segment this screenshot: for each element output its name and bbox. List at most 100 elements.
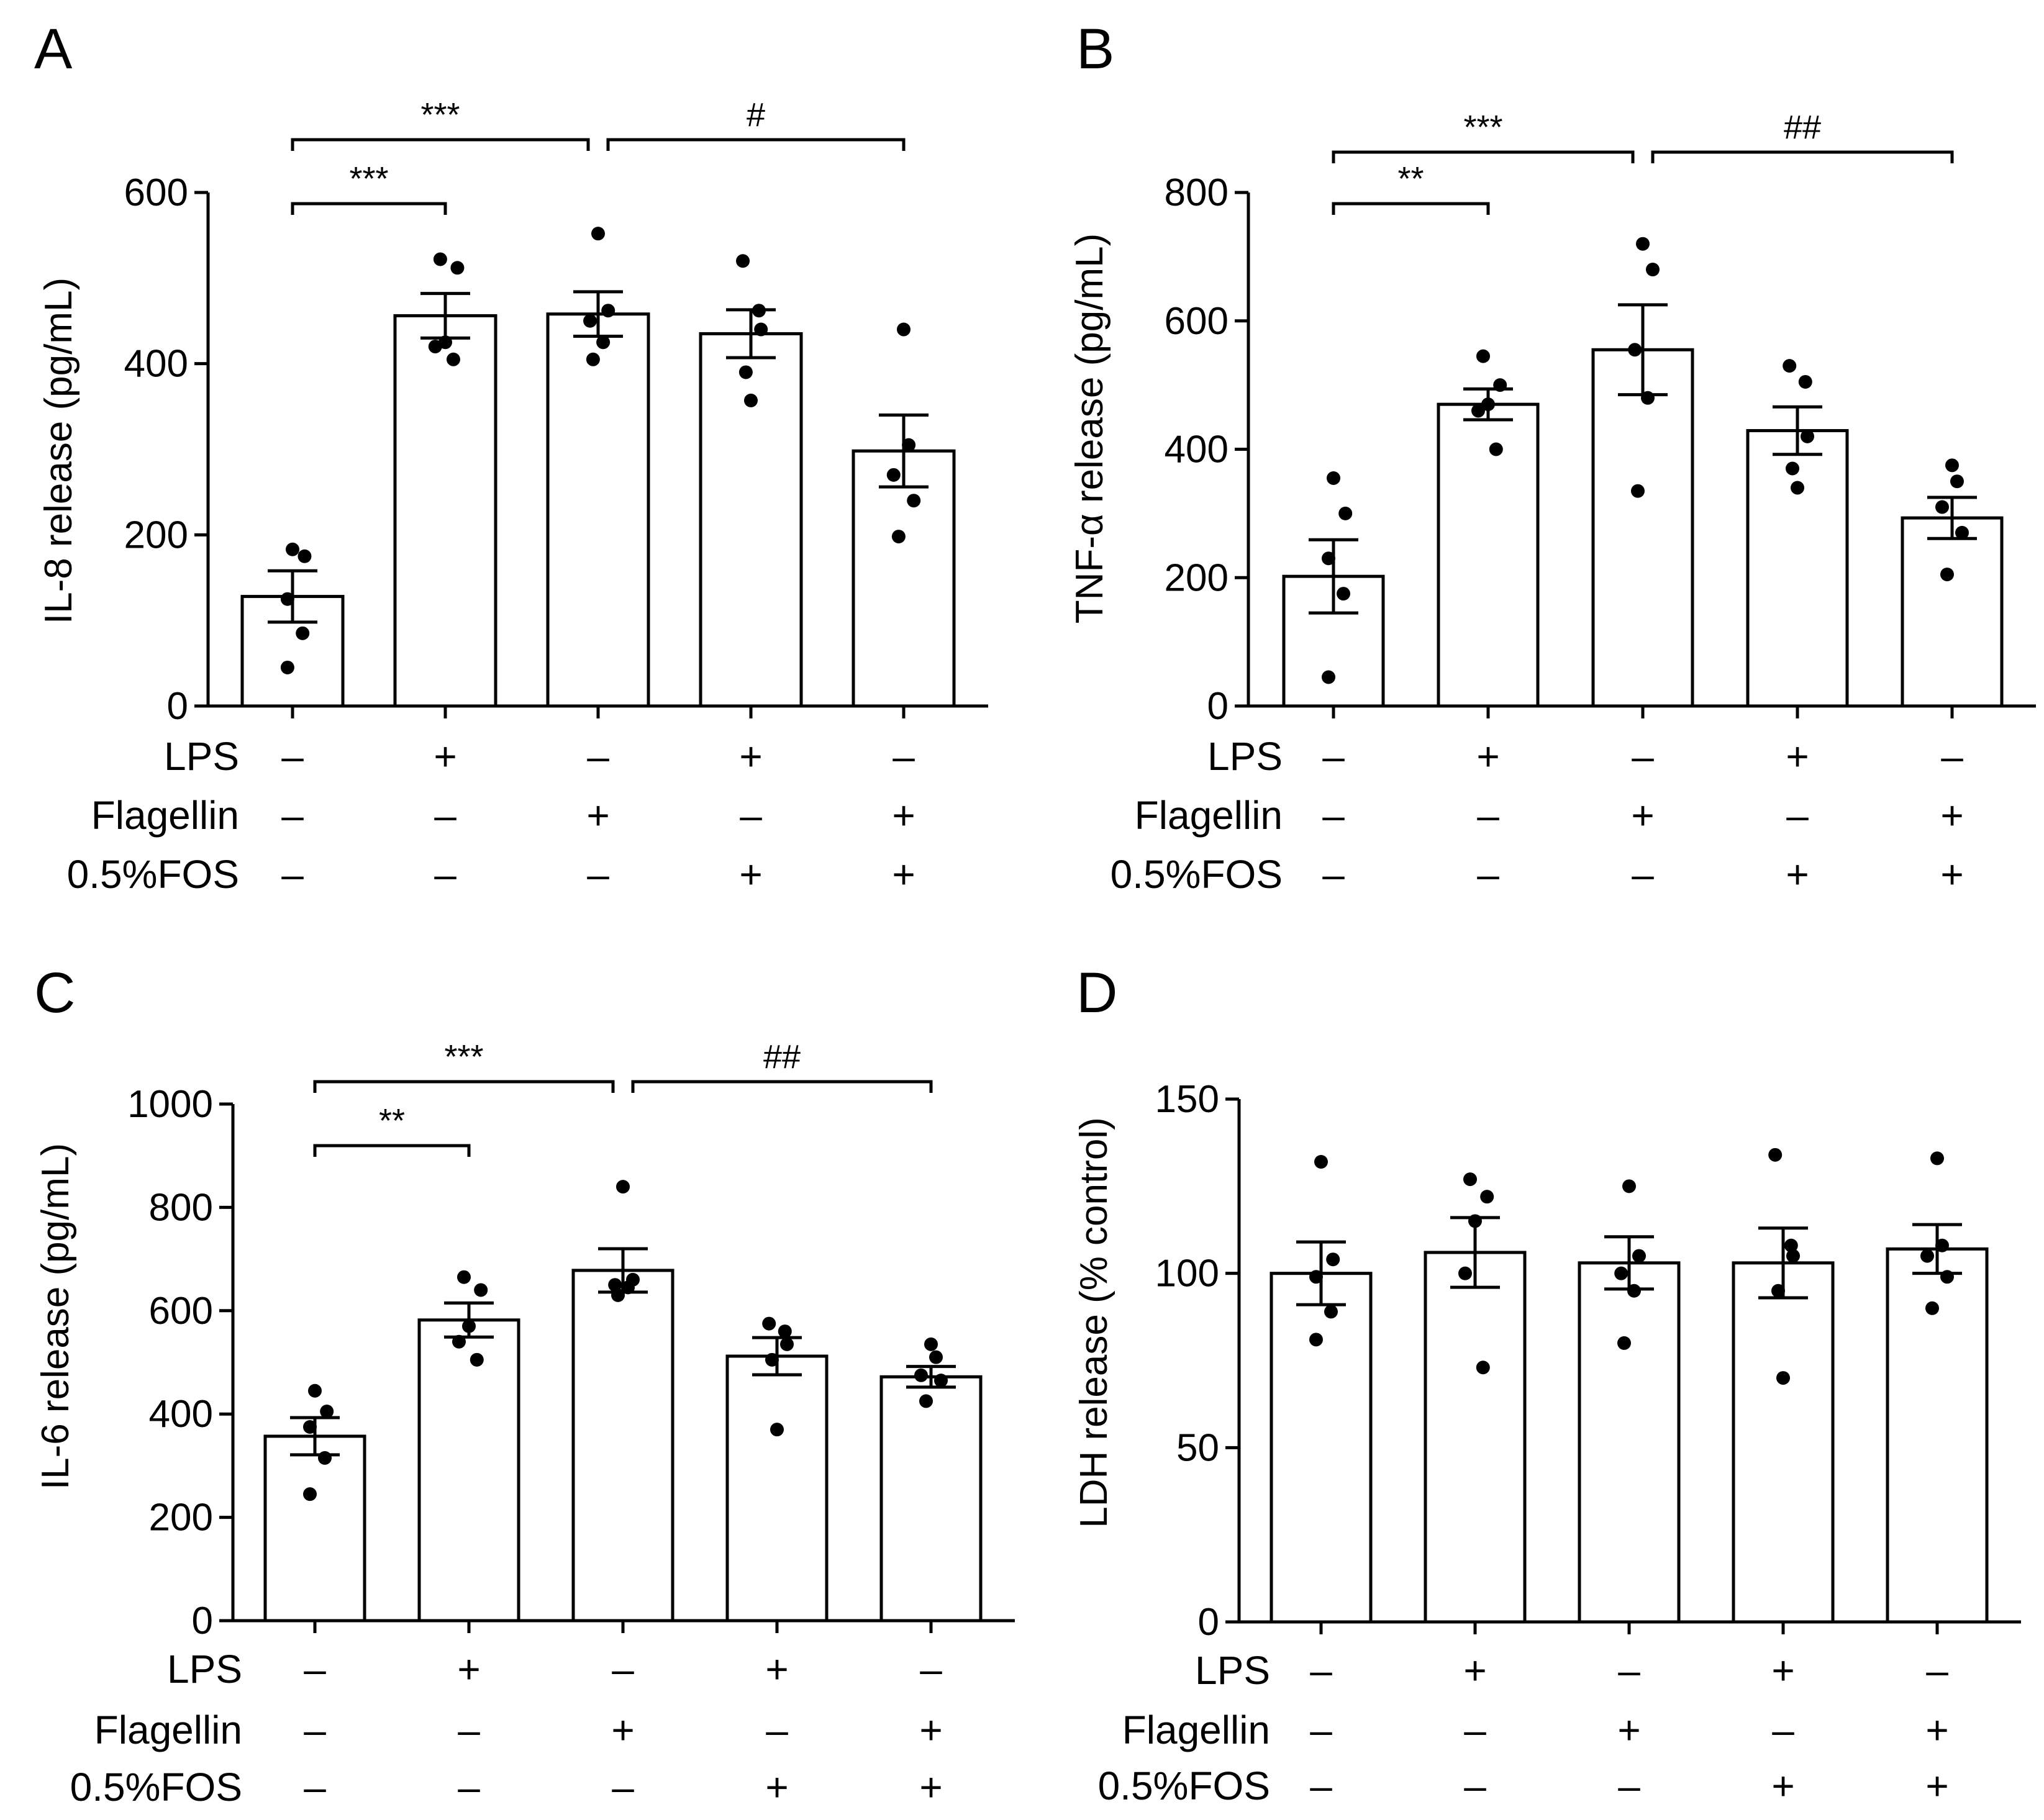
y-axis-label: IL-6 release (pg/mL)	[34, 1143, 77, 1490]
y-tick-label: 600	[124, 171, 188, 214]
data-point	[1768, 1148, 1783, 1162]
treatment-table: LPS – + – + –Flagellin – – + – +0.5%FOS – – – + +	[1098, 1648, 1949, 1808]
treatment-sign: –	[304, 1765, 326, 1809]
axes: 0 200 400 600 800	[1165, 171, 2036, 728]
y-tick-label: 400	[149, 1393, 213, 1436]
treatment-sign: –	[281, 734, 304, 779]
treatment-sign: –	[1477, 852, 1499, 897]
treatment-sign: +	[1925, 1763, 1948, 1808]
data-point	[1614, 1266, 1628, 1280]
data-point	[754, 322, 768, 337]
treatment-sign: +	[1940, 793, 1963, 838]
treatment-sign: +	[1771, 1763, 1794, 1808]
data-point	[1327, 471, 1340, 486]
treatment-sign: –	[612, 1647, 634, 1691]
bar	[571, 1269, 675, 1623]
data-point	[1617, 1336, 1631, 1350]
bracket	[313, 1080, 615, 1093]
error-bars	[1296, 1216, 1962, 1306]
treatment-sign: –	[1632, 734, 1654, 779]
data-point	[1950, 474, 1964, 489]
treatment-label: LPS	[164, 734, 239, 779]
panel-letter: C	[34, 961, 75, 1025]
data-point	[738, 365, 753, 379]
bar	[725, 1354, 829, 1623]
y-axis-label: LDH release (% control)	[1073, 1117, 1115, 1528]
bar	[1270, 1272, 1373, 1624]
treatment-label: Flagellin	[91, 793, 239, 838]
treatment-sign: +	[892, 852, 915, 897]
y-tick-label: 1000	[127, 1083, 213, 1126]
data-point	[934, 1374, 948, 1388]
y-tick-label: 50	[1176, 1426, 1219, 1469]
significance-label: ***	[1463, 109, 1502, 146]
y-tick-label: 100	[1155, 1252, 1219, 1295]
data-point	[1920, 1249, 1934, 1263]
panel-c: C IL-6 release (pg/mL) ***** ## 020040060…	[34, 961, 1015, 1809]
treatment-sign: –	[1618, 1763, 1640, 1808]
y-tick-label: 600	[1165, 300, 1229, 343]
treatment-sign: +	[1476, 734, 1499, 779]
treatment-sign: –	[1464, 1708, 1486, 1752]
bar	[263, 1434, 366, 1623]
bar	[1578, 1261, 1681, 1624]
treatment-sign: +	[1771, 1648, 1794, 1693]
data-point	[1935, 500, 1949, 514]
data-point	[457, 1270, 471, 1284]
treatment-sign: +	[1617, 1708, 1640, 1752]
data-point	[286, 542, 299, 556]
panel-letter: B	[1076, 17, 1114, 81]
significance-label: ##	[1784, 109, 1821, 146]
significance-brackets: ***** ##	[1332, 109, 1954, 215]
treatment-label: Flagellin	[1135, 793, 1283, 838]
bracket	[1332, 202, 1490, 215]
data-point	[1324, 1305, 1338, 1319]
error-bars	[290, 1247, 956, 1457]
data-point	[1940, 568, 1954, 582]
data-point	[1925, 1301, 1939, 1315]
data-point	[1322, 670, 1335, 684]
treatment-sign: –	[920, 1647, 942, 1691]
data-point	[1631, 484, 1645, 498]
treatment-label: Flagellin	[1122, 1708, 1270, 1752]
error-bars	[1309, 303, 1977, 615]
treatment-table: LPS – + – + –Flagellin – – + – +0.5%FOS – – – + +	[1111, 734, 1964, 897]
treatment-table: LPS – + – + –Flagellin – – + – +0.5%FOS – – – + +	[70, 1647, 943, 1809]
data-point	[1326, 1252, 1340, 1267]
bars	[240, 312, 956, 708]
significance-label: #	[747, 96, 765, 134]
treatment-sign: –	[281, 793, 304, 838]
treatment-sign: –	[1926, 1648, 1948, 1693]
error-bars	[268, 290, 929, 624]
data-point	[744, 393, 758, 407]
treatment-sign: –	[587, 852, 609, 897]
data-point	[586, 352, 600, 366]
data-point	[1801, 429, 1814, 443]
y-tick-label: 0	[1198, 1601, 1219, 1644]
data-point	[1463, 1172, 1477, 1187]
treatment-label: 0.5%FOS	[1111, 852, 1283, 897]
significance-label: **	[1397, 160, 1424, 197]
treatment-sign: –	[1310, 1708, 1332, 1752]
data-point	[474, 1283, 488, 1297]
y-tick-label: 800	[1165, 171, 1229, 214]
data-point	[280, 660, 294, 674]
y-axis-label: TNF-α release (pg/mL)	[1068, 233, 1111, 623]
data-point	[1786, 1249, 1800, 1263]
treatment-label: LPS	[167, 1647, 242, 1691]
significance-brackets: ***** ##	[313, 1038, 933, 1157]
treatment-sign: –	[1618, 1648, 1640, 1693]
data-point	[1784, 1238, 1798, 1252]
treatment-sign: +	[765, 1765, 788, 1809]
y-tick-label: 0	[192, 1600, 213, 1642]
data-point	[1930, 1151, 1944, 1166]
data-point	[303, 1487, 317, 1501]
treatment-sign: –	[1464, 1763, 1486, 1808]
bracket	[631, 1080, 933, 1093]
data-point	[280, 592, 294, 606]
treatment-sign: –	[1772, 1708, 1794, 1752]
treatment-sign: –	[1322, 734, 1345, 779]
treatment-sign: +	[1786, 852, 1809, 897]
data-point	[897, 322, 911, 337]
data-point	[296, 626, 310, 640]
